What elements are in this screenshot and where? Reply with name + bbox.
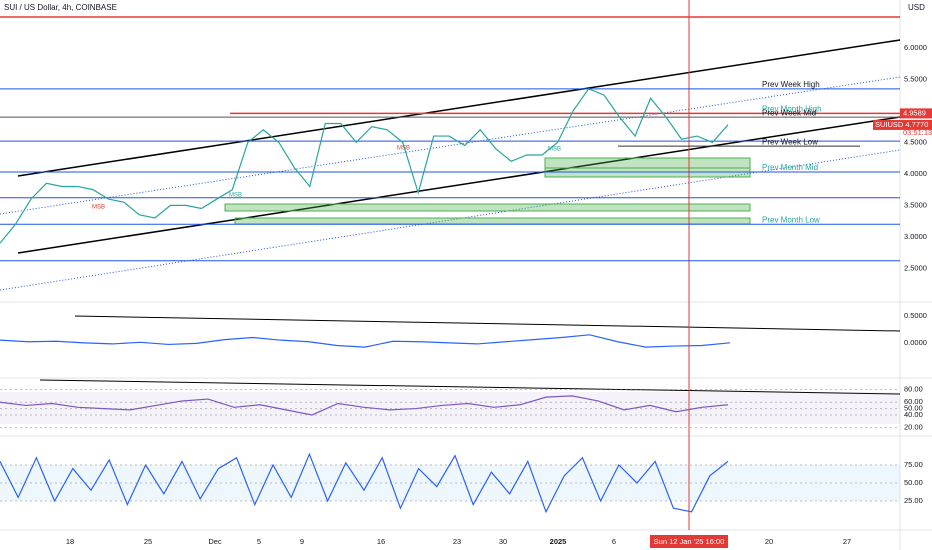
y-tick-label: 50.00 <box>904 404 923 413</box>
order-block <box>234 217 751 225</box>
x-tick-label: 25 <box>144 537 152 546</box>
x-tick-label: 9 <box>300 537 304 546</box>
y-tick-label: 2.5000 <box>904 263 927 272</box>
price-label-box <box>900 108 932 119</box>
y-tick-label: 40.00 <box>904 410 923 419</box>
macd-line <box>0 334 731 348</box>
y-tick-label: 25.00 <box>904 496 923 505</box>
order-block <box>544 167 751 178</box>
x-tick-label: 30 <box>499 537 507 546</box>
price-label-box <box>873 119 932 130</box>
price-line <box>0 88 729 244</box>
y-tick-label: 4.5000 <box>904 137 927 146</box>
countdown: 03:51:13 <box>903 128 932 137</box>
order-block <box>224 203 751 212</box>
channel-lower <box>17 116 901 254</box>
currency: USD <box>908 3 925 12</box>
y-tick-label: 5.5000 <box>904 74 927 83</box>
y-tick-label: 6.0000 <box>904 43 927 52</box>
msb-label: MSB <box>397 146 410 152</box>
msb-label: MSB <box>548 147 561 153</box>
channel-upper <box>17 39 901 177</box>
y-tick-label: 60.00 <box>904 397 923 406</box>
y-tick-label: 0.5000 <box>904 311 927 320</box>
rsi-line <box>0 395 729 416</box>
rsi-trend <box>39 379 901 395</box>
level-label: Prev Month High <box>762 104 822 113</box>
macd-trend <box>74 315 901 332</box>
level-label: Prev Month Mid <box>762 163 818 172</box>
cursor-box <box>650 535 728 548</box>
msb-label: MSB <box>92 205 105 211</box>
y-tick-label: 50.00 <box>904 478 923 487</box>
x-tick-label: 18 <box>66 537 74 546</box>
x-tick-label: 6 <box>612 537 616 546</box>
y-tick-label: 3.0000 <box>904 232 927 241</box>
price-label: 4.9589 <box>903 108 926 117</box>
level-label: Prev Week Low <box>762 137 818 146</box>
level-label: Prev Week High <box>762 80 820 89</box>
price-label: SUIUSD 4.7770 <box>875 120 928 129</box>
level-label: Prev Week Mid <box>762 108 816 117</box>
y-tick-label: 20.00 <box>904 423 923 432</box>
stoch-line <box>0 452 729 514</box>
order-block <box>544 157 751 169</box>
y-tick-label: 4.0000 <box>904 169 927 178</box>
y-tick-label: 3.5000 <box>904 200 927 209</box>
x-tick-label: 20 <box>765 537 773 546</box>
level-label: Prev Month Low <box>762 215 820 224</box>
rsi-band <box>0 392 900 424</box>
x-tick-label: 2025 <box>550 537 567 546</box>
x-tick-label: 5 <box>257 537 261 546</box>
x-tick-label: 27 <box>843 537 851 546</box>
cursor-label: Sun 12 Jan '25 16:00 <box>654 537 725 546</box>
chart-title: SUI / US Dollar, 4h, COINBASE <box>4 3 117 12</box>
x-tick-label: 23 <box>453 537 461 546</box>
y-tick-label: 75.00 <box>904 460 923 469</box>
x-tick-label: Dec <box>208 537 222 546</box>
x-tick-label: 16 <box>377 537 385 546</box>
msb-label: MSB <box>229 193 242 199</box>
y-tick-label: 80.00 <box>904 385 923 394</box>
y-tick-label: 0.0000 <box>904 338 927 347</box>
